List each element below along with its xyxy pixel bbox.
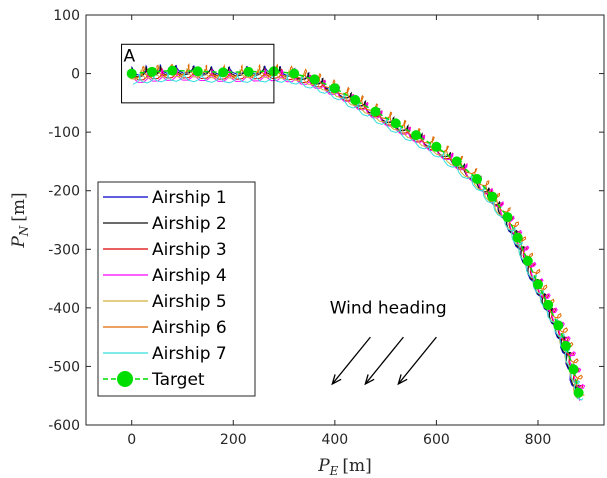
target-marker — [370, 106, 381, 117]
legend-target-marker — [117, 371, 133, 387]
y-axis-ticks: -600 -500 -400 -300 -200 -100 0 100 — [48, 8, 604, 434]
zoom-box-a — [121, 43, 275, 104]
target-marker — [568, 364, 579, 375]
y-tick-label: -200 — [48, 184, 80, 200]
x-tick-label: 600 — [423, 432, 450, 448]
target-marker — [451, 156, 462, 167]
legend-box — [97, 181, 256, 397]
x-axis-ticks: 0 200 400 600 800 — [127, 15, 551, 448]
x-tick-label: 200 — [220, 432, 247, 448]
target-marker — [522, 256, 533, 266]
x-tick-label: 400 — [321, 432, 348, 448]
target-marker — [560, 340, 571, 351]
legend-label: Airship 2 — [152, 214, 227, 234]
plot-frame — [85, 14, 605, 426]
wind-arrow-head — [397, 374, 408, 386]
legend-label: Airship 4 — [152, 266, 227, 286]
target-marker — [350, 94, 361, 105]
target-marker — [243, 66, 254, 77]
wind-heading-label: Wind heading — [330, 299, 447, 319]
wind-arrow-head — [331, 374, 342, 386]
target-marker — [532, 279, 543, 290]
legend-label: Airship 5 — [152, 292, 227, 312]
zoom-box-label: A — [124, 46, 136, 66]
target-marker — [411, 130, 422, 141]
legend-label: Airship 1 — [152, 188, 227, 208]
target-marker — [431, 141, 442, 152]
target-marker — [329, 83, 340, 94]
target-marker — [218, 67, 229, 78]
wind-arrow-shaft — [364, 336, 404, 385]
target-marker — [167, 65, 178, 76]
wind-arrows — [331, 336, 437, 386]
y-tick-label: -300 — [48, 242, 80, 258]
y-tick-label: 0 — [71, 67, 80, 83]
target-marker — [487, 191, 498, 202]
wind-arrow-head — [364, 374, 375, 386]
x-axis-label: PE [m] — [317, 456, 372, 478]
target-marker — [390, 118, 401, 129]
x-tick-label: 0 — [127, 432, 136, 448]
target-marker — [147, 66, 158, 77]
target-marker — [553, 320, 564, 331]
annotation-layer: A Wind heading — [121, 43, 447, 386]
target-marker — [192, 66, 203, 77]
target-layer — [126, 65, 584, 398]
wind-arrow-shaft — [331, 336, 371, 385]
target-marker — [502, 212, 513, 223]
y-tick-label: 100 — [53, 8, 80, 24]
target-marker — [543, 299, 554, 310]
legend-label: Airship 6 — [152, 318, 227, 338]
y-tick-label: -400 — [48, 301, 80, 317]
y-tick-label: -600 — [48, 418, 80, 434]
target-marker — [472, 174, 483, 184]
wind-arrow-shaft — [397, 336, 437, 385]
target-marker — [573, 387, 584, 398]
y-tick-label: -100 — [48, 125, 80, 141]
legend-label: Airship 7 — [152, 344, 227, 364]
target-marker — [309, 74, 320, 85]
y-tick-label: -500 — [48, 359, 80, 375]
target-marker — [512, 232, 523, 243]
legend-label: Target — [151, 370, 205, 390]
target-marker — [126, 68, 137, 79]
legend: Airship 1 Airship 2 Airship 3 Airship 4 Airs… — [97, 181, 256, 397]
target-marker — [289, 68, 300, 79]
x-tick-label: 800 — [525, 432, 552, 448]
y-axis-label: PN[m] — [9, 192, 31, 248]
legend-label: Airship 3 — [152, 240, 227, 260]
